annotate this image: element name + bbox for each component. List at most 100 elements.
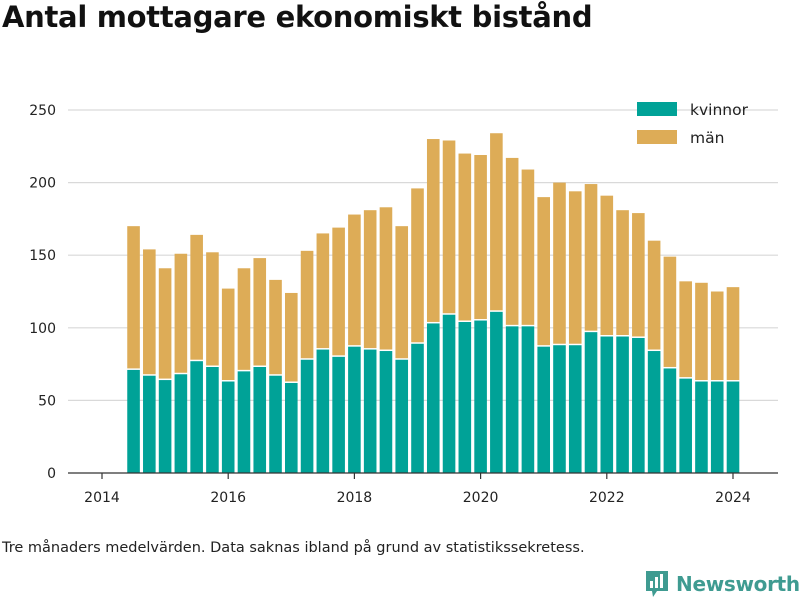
bar-kvinnor <box>505 326 519 473</box>
newsworthy-logo-icon <box>646 571 668 597</box>
axes: 0 50 100 150 200 250 2014 2016 2018 2020 2022 2024 <box>29 103 778 506</box>
bar-man <box>411 188 424 343</box>
bar-kvinnor <box>710 381 724 473</box>
x-tick-label: 2018 <box>337 490 373 506</box>
bar-man <box>537 197 550 346</box>
bar-kvinnor <box>458 321 472 473</box>
brand-name: Newsworthy <box>676 572 800 596</box>
bar-man <box>206 252 219 366</box>
bar-kvinnor <box>632 337 645 473</box>
bar-kvinnor <box>679 378 692 473</box>
bar-man <box>505 157 519 325</box>
legend-swatch <box>637 130 677 144</box>
bar-man <box>348 214 361 346</box>
legend: kvinnor män <box>637 101 749 147</box>
bar-man <box>584 184 598 331</box>
bar-kvinnor <box>332 356 345 473</box>
legend-swatch <box>637 102 677 116</box>
bar-kvinnor <box>568 345 582 473</box>
bar-kvinnor <box>379 351 393 473</box>
bar-man <box>190 234 203 360</box>
bar-man <box>726 287 740 381</box>
bar-man <box>332 227 345 356</box>
y-tick-label: 250 <box>29 103 56 119</box>
bar-man <box>237 268 251 370</box>
bar-man <box>174 253 188 373</box>
bar-kvinnor <box>206 367 219 473</box>
bar-kvinnor <box>285 382 298 473</box>
bar-kvinnor <box>426 323 440 473</box>
bar-man <box>285 292 298 382</box>
bar-man <box>679 281 692 378</box>
x-tick-label: 2020 <box>463 490 499 506</box>
bar-man <box>127 226 140 369</box>
bar-man <box>474 155 487 320</box>
bar-man <box>253 258 267 366</box>
bar-man <box>553 182 566 344</box>
x-tick-label: 2024 <box>715 490 751 506</box>
bar-kvinnor <box>269 375 282 473</box>
x-tick-label: 2016 <box>210 490 246 506</box>
bar-kvinnor <box>363 349 377 473</box>
bar-kvinnor <box>316 349 330 473</box>
bar-man <box>568 191 582 344</box>
bar-man <box>158 268 172 379</box>
bar-kvinnor <box>174 374 188 473</box>
bar-man <box>316 233 330 349</box>
bar-kvinnor <box>647 351 661 473</box>
bar-kvinnor <box>237 371 251 473</box>
legend-label: män <box>690 129 724 147</box>
bar-kvinnor <box>300 359 314 473</box>
footnote: Tre månaders medelvärden. Data saknas ib… <box>2 540 585 556</box>
legend-label: kvinnor <box>690 101 749 119</box>
bar-kvinnor <box>695 381 708 473</box>
x-tick-label: 2022 <box>589 490 625 506</box>
bar-kvinnor <box>221 381 235 473</box>
bar-kvinnor <box>600 336 614 473</box>
bar-kvinnor <box>348 346 361 473</box>
y-tick-label: 150 <box>29 248 56 264</box>
page-title: Antal mottagare ekonomiskt bistånd <box>2 0 593 34</box>
bars <box>127 133 740 473</box>
y-tick-label: 200 <box>29 176 56 192</box>
bar-man <box>663 256 677 367</box>
bar-man <box>521 169 535 325</box>
bar-kvinnor <box>411 343 424 473</box>
y-tick-label: 50 <box>38 393 56 409</box>
bar-man <box>269 279 282 375</box>
bar-man <box>632 213 645 337</box>
x-tick-label: 2014 <box>84 490 120 506</box>
y-tick-label: 100 <box>29 321 56 337</box>
bar-man <box>300 250 314 359</box>
bar-kvinnor <box>726 381 740 473</box>
bar-man <box>458 153 472 321</box>
bar-kvinnor <box>253 367 267 473</box>
bar-man <box>221 288 235 381</box>
bar-man <box>143 249 156 375</box>
bar-kvinnor <box>616 336 629 473</box>
bar-kvinnor <box>143 375 156 473</box>
brand-logo[interactable]: Newsworthy <box>644 568 800 600</box>
y-tick-label: 0 <box>47 466 56 482</box>
bar-kvinnor <box>442 314 456 473</box>
bar-kvinnor <box>537 346 550 473</box>
bar-kvinnor <box>584 332 598 473</box>
bar-kvinnor <box>663 368 677 473</box>
bar-kvinnor <box>521 326 535 473</box>
bar-man <box>647 240 661 350</box>
bar-man <box>600 195 614 336</box>
bar-kvinnor <box>474 320 487 473</box>
bar-man <box>490 133 503 311</box>
bar-man <box>379 207 393 350</box>
bar-kvinnor <box>158 380 172 473</box>
bar-kvinnor <box>395 359 409 473</box>
bar-man <box>695 282 708 381</box>
bar-man <box>395 226 409 359</box>
bar-kvinnor <box>490 311 503 473</box>
bar-man <box>442 140 456 314</box>
bar-kvinnor <box>127 369 140 473</box>
bar-kvinnor <box>553 345 566 473</box>
bar-kvinnor <box>190 361 203 473</box>
bar-man <box>426 139 440 322</box>
